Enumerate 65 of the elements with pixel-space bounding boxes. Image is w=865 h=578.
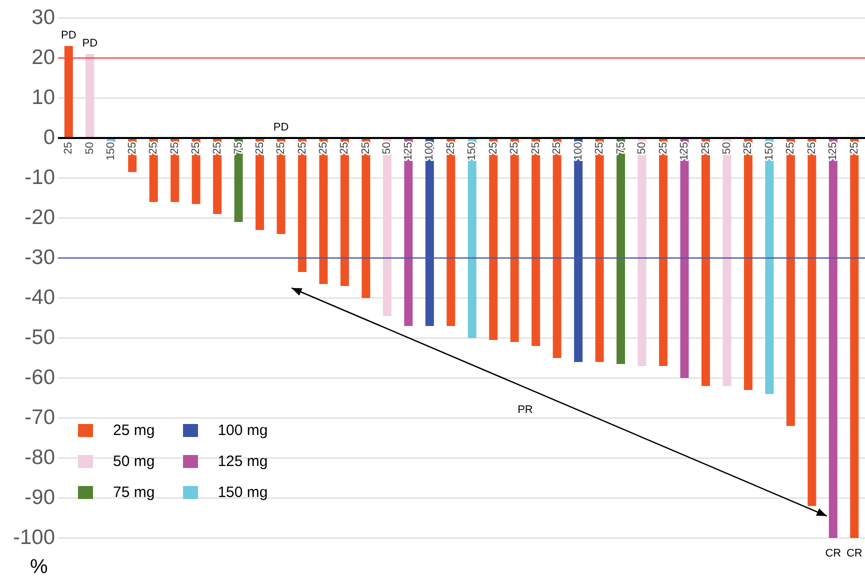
x-tick-label: 25	[700, 142, 712, 154]
x-tick-label: 100	[572, 142, 584, 160]
data-label: CR	[846, 548, 862, 560]
x-tick-label: 25	[190, 142, 202, 154]
y-tick-label: -30	[24, 246, 56, 269]
y-tick-label: -40	[24, 286, 56, 309]
legend-label: 125 mg	[218, 453, 268, 470]
x-tick-label: 25	[530, 142, 542, 154]
legend-label: 25 mg	[113, 422, 155, 439]
data-label: PD	[273, 122, 289, 134]
x-tick-label: 25	[594, 142, 606, 154]
x-tick-label: 25	[211, 142, 224, 154]
x-tick-label: 50	[636, 142, 648, 154]
legend-label: 75 mg	[113, 484, 155, 501]
annotation: PR	[518, 404, 533, 416]
x-tick-label: 75	[232, 142, 245, 154]
legend-label: 150 mg	[218, 484, 268, 501]
x-tick-label: 25	[657, 142, 670, 154]
x-tick-label: 25	[487, 142, 500, 154]
x-tick-label: 25	[444, 142, 457, 154]
y-tick-label: -20	[24, 206, 56, 229]
x-tick-label: 25	[148, 142, 160, 154]
x-tick-label: 25	[848, 142, 860, 154]
data-label: PD	[82, 38, 98, 50]
y-tick-label: -60	[24, 366, 56, 389]
x-tick-label: 100	[424, 142, 436, 160]
x-tick-label: 25	[318, 142, 330, 154]
x-tick-label: 125	[678, 142, 691, 160]
x-tick-label: 25	[784, 142, 797, 154]
x-tick-label: 25	[742, 142, 754, 154]
y-tick-label: -100	[13, 526, 56, 549]
x-tick-label: 50	[381, 142, 394, 154]
x-tick-label: 25	[360, 142, 372, 154]
x-tick-label: 25	[62, 142, 75, 154]
x-tick-label: 125	[402, 142, 414, 160]
legend-label: 50 mg	[113, 453, 155, 470]
data-label: CR	[825, 548, 842, 560]
y-tick-label: -50	[24, 326, 56, 349]
x-tick-label: 25	[508, 142, 521, 154]
data-label: PD	[61, 30, 76, 42]
x-tick-label: 25	[168, 142, 181, 154]
x-tick-label: 25	[338, 142, 351, 154]
x-tick-label: 150	[466, 142, 478, 160]
x-tick-label: 25	[806, 142, 818, 154]
x-tick-label: 25	[275, 142, 288, 154]
x-tick-label: 125	[827, 142, 840, 160]
x-tick-label: 50	[84, 142, 96, 154]
y-tick-label: -90	[24, 486, 56, 509]
y-tick-label: -10	[24, 166, 56, 189]
x-tick-label: 25	[296, 142, 308, 154]
x-tick-label: 25	[254, 142, 266, 154]
y-tick-label: -80	[24, 446, 56, 469]
x-tick-label: 75	[614, 142, 627, 154]
x-tick-label: 50	[720, 142, 733, 154]
x-tick-label: 150	[105, 142, 118, 160]
x-tick-label: 25	[126, 142, 138, 154]
y-tick-label: 30	[32, 6, 56, 29]
y-tick-label: 20	[32, 46, 56, 69]
legend-label: 100 mg	[218, 422, 268, 439]
y-axis-title: %	[30, 556, 48, 578]
x-tick-label: 25	[551, 142, 564, 154]
y-tick-label: 10	[32, 86, 56, 109]
x-tick-label: 150	[763, 142, 776, 160]
y-tick-label: 0	[43, 126, 56, 149]
y-tick-label: -70	[24, 406, 56, 429]
